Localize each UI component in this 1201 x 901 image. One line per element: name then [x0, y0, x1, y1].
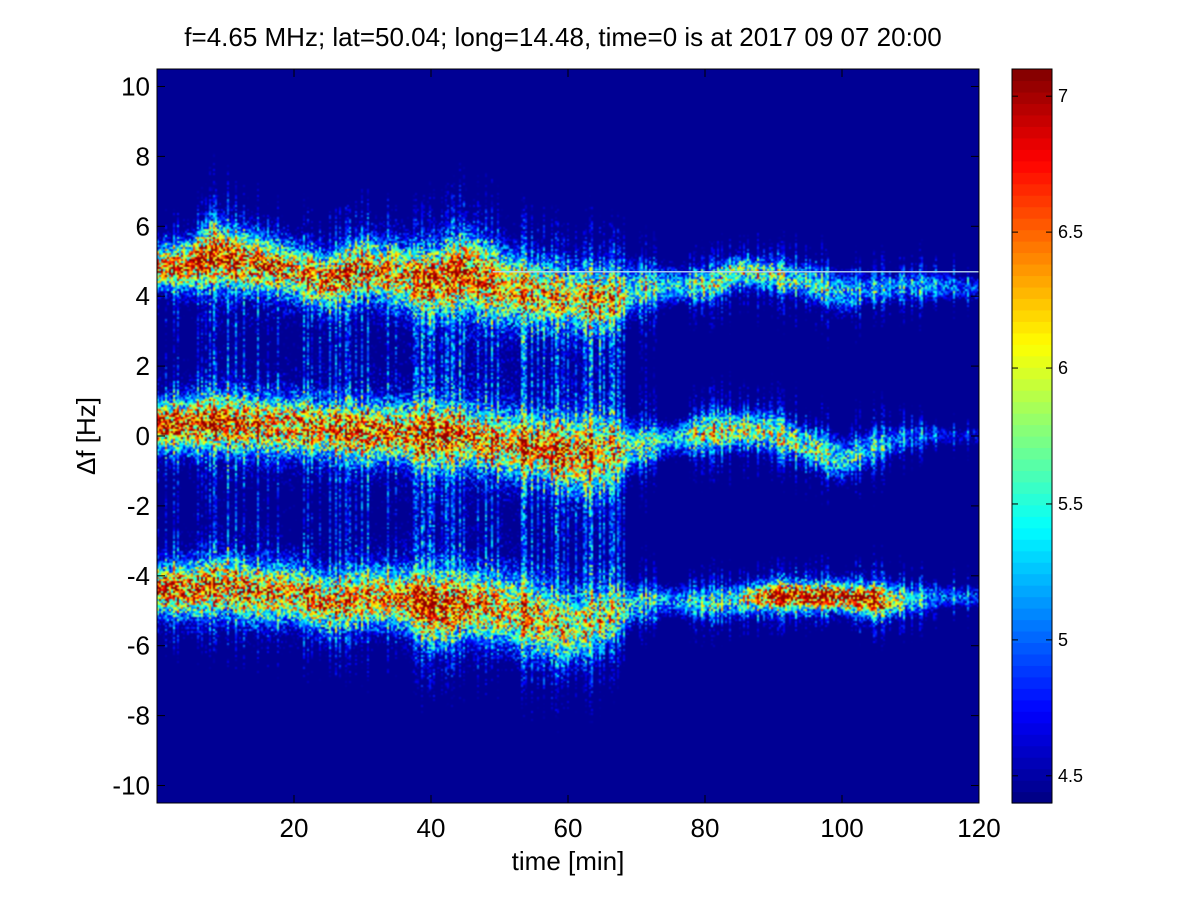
colorbar-segment: [1012, 137, 1052, 150]
colorbar-tick-label: 5.5: [1058, 494, 1083, 514]
colorbar-gradient: [1012, 69, 1052, 804]
chart-title: f=4.65 MHz; lat=50.04; long=14.48, time=…: [184, 22, 941, 52]
colorbar-segment: [1012, 539, 1052, 552]
colorbar-segment: [1012, 218, 1052, 231]
colorbar-segment: [1012, 493, 1052, 506]
colorbar-segment: [1012, 630, 1052, 644]
colorbar-segment: [1012, 263, 1052, 277]
colorbar-segment: [1012, 378, 1052, 391]
colorbar-segment: [1012, 160, 1052, 173]
colorbar-segment: [1012, 573, 1052, 586]
colorbar-segment: [1012, 562, 1052, 575]
colorbar-segment: [1012, 768, 1052, 781]
colorbar-segment: [1012, 390, 1052, 403]
colorbar-tick-label: 6: [1058, 358, 1068, 378]
y-tick-label: -8: [127, 701, 150, 731]
colorbar-segment: [1012, 550, 1052, 563]
colorbar-segment: [1012, 527, 1052, 540]
heatmap-image: [157, 69, 979, 803]
colorbar-segment: [1012, 734, 1052, 747]
x-axis: 20 40 60 80 100 120: [280, 69, 1001, 843]
colorbar-segment: [1012, 436, 1052, 449]
colorbar-segment: [1012, 69, 1052, 82]
colorbar-segment: [1012, 172, 1052, 185]
y-tick-label: 4: [136, 281, 150, 311]
colorbar-segment: [1012, 80, 1052, 93]
y-tick-label: 6: [136, 211, 150, 241]
colorbar-segment: [1012, 332, 1052, 345]
y-axis: 10 8 6 4 2 0 -2 -4 -6 -8 -10: [112, 71, 979, 801]
colorbar-segment: [1012, 711, 1052, 724]
colorbar-segment: [1012, 699, 1052, 712]
colorbar-segment: [1012, 745, 1052, 758]
x-tick-label: 100: [820, 813, 863, 843]
colorbar-segment: [1012, 275, 1052, 288]
x-tick-label: 120: [957, 813, 1000, 843]
colorbar-segment: [1012, 252, 1052, 265]
colorbar-segment: [1012, 596, 1052, 609]
colorbar-segment: [1012, 516, 1052, 529]
colorbar-segment: [1012, 608, 1052, 621]
y-tick-label: -4: [127, 561, 150, 591]
colorbar-segment: [1012, 722, 1052, 735]
colorbar-ticks: 7 6.5 6 5.5 5 4.5: [1012, 86, 1083, 786]
x-tick-label: 40: [417, 813, 446, 843]
colorbar-segment: [1012, 321, 1052, 334]
colorbar-segment: [1012, 447, 1052, 460]
y-tick-label: 2: [136, 351, 150, 381]
colorbar-segment: [1012, 183, 1052, 196]
colorbar-segment: [1012, 481, 1052, 494]
x-tick-label: 60: [554, 813, 583, 843]
colorbar-segment: [1012, 780, 1052, 793]
colorbar-segment: [1012, 367, 1052, 380]
colorbar-segment: [1012, 619, 1052, 632]
colorbar-segment: [1012, 344, 1052, 357]
y-tick-label: 8: [136, 141, 150, 171]
colorbar-segment: [1012, 149, 1052, 162]
colorbar-segment: [1012, 791, 1052, 804]
colorbar-tick-label: 4.5: [1058, 766, 1083, 786]
colorbar-tick-label: 6.5: [1058, 222, 1083, 242]
y-tick-label: -2: [127, 491, 150, 521]
y-tick-label: 10: [121, 71, 150, 101]
colorbar-segment: [1012, 229, 1052, 242]
colorbar-segment: [1012, 470, 1052, 483]
y-tick-label: -6: [127, 631, 150, 661]
colorbar: 7 6.5 6 5.5 5 4.5: [1011, 68, 1083, 804]
x-tick-label: 80: [691, 813, 720, 843]
plot-area: [156, 68, 980, 804]
colorbar-segment: [1012, 401, 1052, 414]
colorbar-frame: [1011, 68, 1053, 804]
x-axis-label: time [min]: [512, 846, 625, 876]
y-axis-label: Δf [Hz]: [71, 397, 101, 475]
colorbar-segment: [1012, 309, 1052, 322]
colorbar-segment: [1012, 103, 1052, 116]
colorbar-segment: [1012, 355, 1052, 368]
colorbar-segment: [1012, 676, 1052, 689]
colorbar-segment: [1012, 91, 1052, 105]
colorbar-segment: [1012, 585, 1052, 598]
colorbar-segment: [1012, 241, 1052, 254]
colorbar-segment: [1012, 126, 1052, 139]
colorbar-segment: [1012, 653, 1052, 666]
colorbar-segment: [1012, 424, 1052, 437]
colorbar-segment: [1012, 504, 1052, 517]
colorbar-segment: [1012, 195, 1052, 208]
colorbar-segment: [1012, 206, 1052, 219]
colorbar-segment: [1012, 458, 1052, 472]
colorbar-segment: [1012, 757, 1052, 770]
x-tick-label: 20: [280, 813, 309, 843]
colorbar-segment: [1012, 298, 1052, 311]
colorbar-segment: [1012, 642, 1052, 655]
colorbar-segment: [1012, 688, 1052, 701]
colorbar-segment: [1012, 413, 1052, 426]
colorbar-segment: [1012, 286, 1052, 299]
y-tick-label: 0: [136, 421, 150, 451]
colorbar-segment: [1012, 114, 1052, 127]
colorbar-tick-label: 7: [1058, 86, 1068, 106]
colorbar-tick-label: 5: [1058, 630, 1068, 650]
y-tick-label: -10: [112, 771, 150, 801]
colorbar-segment: [1012, 665, 1052, 678]
